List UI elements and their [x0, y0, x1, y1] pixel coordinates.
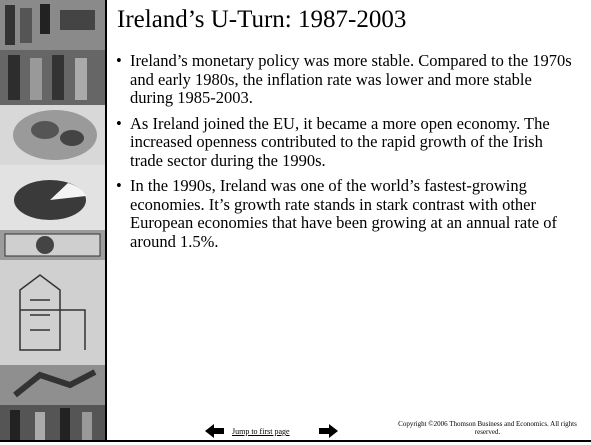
jump-link[interactable]: Jump to first page	[232, 427, 290, 436]
slide: Ireland’s U-Turn: 1987-2003 Ireland’s mo…	[0, 0, 591, 445]
slide-title: Ireland’s U-Turn: 1987-2003	[117, 6, 406, 34]
prev-arrow[interactable]	[205, 424, 225, 438]
decorative-strip	[0, 0, 105, 441]
copyright: Copyright ©2006 Thomson Business and Eco…	[390, 420, 585, 436]
bullet: Ireland’s monetary policy was more stabl…	[113, 52, 573, 108]
next-arrow[interactable]	[318, 424, 338, 438]
bullet-list: Ireland’s monetary policy was more stabl…	[113, 52, 573, 258]
bullet: In the 1990s, Ireland was one of the wor…	[113, 177, 573, 251]
bottom-rule	[0, 440, 591, 442]
divider	[105, 0, 107, 441]
bullet: As Ireland joined the EU, it became a mo…	[113, 115, 573, 171]
